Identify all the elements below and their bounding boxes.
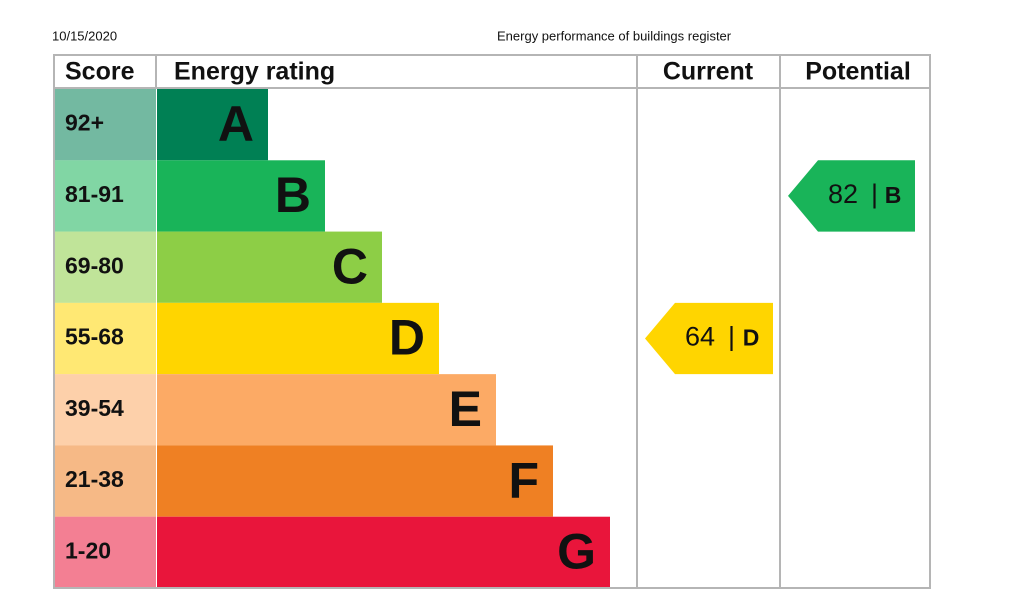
score-label: 21-38	[65, 466, 124, 492]
rating-letter: D	[389, 310, 425, 366]
column-header: Energy rating	[174, 58, 335, 86]
current-arrow	[645, 302, 773, 375]
current-rating: D	[743, 325, 760, 351]
score-cell	[55, 89, 156, 161]
score-label: 69-80	[65, 252, 124, 278]
rating-letter: E	[449, 381, 482, 437]
score-label: 39-54	[65, 395, 124, 421]
rating-bar	[157, 89, 268, 161]
rating-bar	[157, 516, 610, 588]
date: 10/15/2020	[52, 28, 117, 43]
score-label: 1-20	[65, 537, 111, 563]
score-cell	[55, 231, 156, 303]
column-header: Current	[663, 58, 754, 86]
rating-bar	[157, 445, 553, 517]
rating-bar	[157, 160, 325, 232]
table-grid	[53, 54, 931, 589]
score-label: 81-91	[65, 181, 124, 207]
score-cell	[55, 374, 156, 446]
potential-separator: |	[871, 179, 878, 209]
score-label: 92+	[65, 110, 104, 136]
rating-letter: C	[332, 238, 368, 294]
current-value: 64	[685, 322, 715, 352]
rating-bar	[157, 302, 439, 375]
rating-letter: G	[557, 524, 596, 580]
rating-bar	[157, 374, 496, 446]
score-cell	[55, 516, 156, 588]
rating-letter: A	[218, 96, 254, 152]
rating-letter: F	[508, 452, 539, 508]
potential-rating: B	[885, 182, 902, 208]
score-label: 55-68	[65, 324, 124, 350]
potential-arrow	[788, 160, 915, 232]
rating-letter: B	[275, 167, 311, 223]
rating-bar	[157, 231, 382, 303]
score-cell	[55, 445, 156, 517]
column-header: Score	[65, 58, 135, 86]
score-cell	[55, 302, 156, 375]
table-border	[53, 54, 931, 589]
page-title: Energy performance of buildings register	[497, 28, 732, 43]
table-body: 92+ A 81-91 B 69-80 C 55-68 D 39-54 E 21-38 F 1-20 G 6…	[55, 89, 915, 588]
score-cell	[55, 160, 156, 232]
current-separator: |	[728, 322, 735, 352]
column-header: Potential	[805, 58, 911, 86]
potential-value: 82	[828, 179, 858, 209]
